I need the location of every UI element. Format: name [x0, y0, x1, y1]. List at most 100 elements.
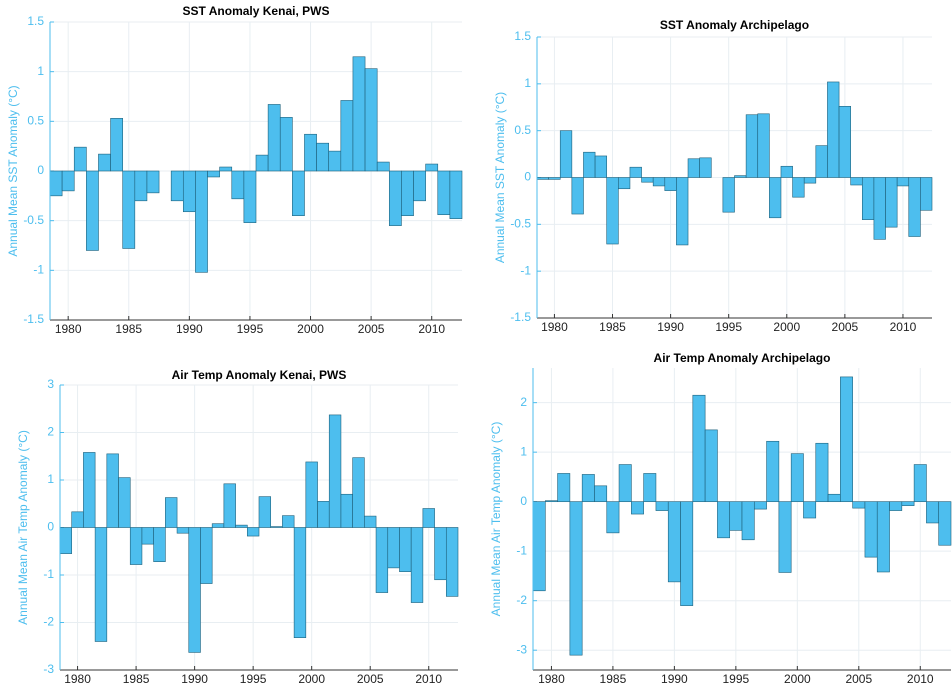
bar	[200, 527, 213, 584]
bar	[827, 493, 841, 502]
bar	[778, 501, 792, 573]
y-tick-label: -0.5	[23, 213, 44, 227]
bar	[146, 170, 160, 194]
bar	[434, 527, 447, 581]
x-tick-label: 1995	[723, 672, 750, 686]
y-axis-label: Annual Mean SST Anomaly (°C)	[493, 92, 507, 263]
bar	[938, 501, 952, 546]
y-tick-label: -1	[520, 263, 531, 277]
x-tick-label: 1990	[181, 672, 208, 686]
x-tick-label: 1995	[240, 672, 267, 686]
bar	[889, 501, 903, 511]
x-tick-label: 2000	[784, 672, 811, 686]
bar	[815, 145, 828, 178]
y-tick-label: 0	[520, 494, 527, 508]
bar	[852, 501, 866, 509]
chart-title: Air Temp Anomaly Archipelago	[654, 351, 831, 365]
bar	[255, 154, 269, 172]
x-tick-label: 2005	[358, 322, 385, 336]
bar	[387, 527, 400, 569]
bar	[618, 177, 631, 190]
bar	[153, 527, 166, 563]
bar	[83, 452, 96, 528]
bar	[885, 177, 898, 228]
bar	[753, 501, 767, 510]
bar	[282, 515, 295, 528]
bar	[606, 177, 619, 245]
x-tick-label: 1990	[661, 672, 688, 686]
x-tick-label: 1985	[599, 320, 626, 334]
y-tick-label: 0.5	[27, 114, 44, 128]
y-tick-label: 1	[524, 76, 531, 90]
bar	[766, 440, 780, 502]
bar	[425, 163, 439, 172]
bar	[557, 473, 571, 502]
bar	[401, 170, 414, 217]
bar	[873, 177, 886, 240]
bar	[569, 501, 583, 656]
bar	[544, 500, 558, 502]
bar	[687, 158, 700, 178]
y-tick-label: -1.5	[510, 310, 531, 324]
bar	[410, 527, 424, 603]
bar	[901, 501, 915, 506]
bar	[305, 461, 318, 528]
bar	[876, 501, 890, 573]
bar	[606, 501, 620, 534]
bar	[548, 177, 561, 180]
bar	[61, 170, 75, 192]
y-tick-label: -1	[516, 543, 527, 557]
y-tick-label: -1.5	[23, 312, 44, 326]
x-tick-label: 1995	[715, 320, 742, 334]
bar	[680, 501, 694, 606]
x-tick-label: 1990	[657, 320, 684, 334]
x-tick-label: 2000	[773, 320, 800, 334]
bar	[896, 177, 910, 187]
x-tick-label: 1995	[237, 322, 264, 336]
x-tick-label: 2005	[845, 672, 872, 686]
y-tick-label: 0	[37, 163, 44, 177]
chart-title: SST Anomaly Kenai, PWS	[183, 4, 330, 18]
x-tick-label: 2005	[832, 320, 859, 334]
bar	[352, 56, 366, 172]
bar	[364, 68, 378, 172]
bar	[267, 104, 281, 172]
bar	[717, 501, 731, 539]
bar	[376, 161, 390, 172]
bar	[98, 153, 111, 172]
bar	[246, 527, 260, 537]
bar	[118, 477, 131, 528]
bar	[741, 501, 755, 541]
bar	[920, 177, 933, 211]
bar	[165, 497, 178, 528]
bar	[258, 496, 272, 528]
bar	[86, 170, 99, 251]
x-tick-label: 2010	[415, 672, 442, 686]
bar	[780, 165, 793, 178]
bar	[722, 177, 735, 213]
bar	[352, 457, 365, 528]
bar	[734, 175, 747, 178]
bar	[559, 130, 573, 178]
bar	[629, 166, 642, 178]
bar	[571, 177, 584, 215]
bar	[316, 142, 330, 172]
bar	[861, 177, 875, 220]
bar	[134, 170, 148, 202]
bar	[170, 170, 184, 202]
bar	[304, 133, 317, 172]
x-tick-label: 2000	[297, 322, 324, 336]
bar	[908, 177, 921, 237]
bar	[279, 117, 293, 172]
bar	[594, 485, 608, 502]
bar	[704, 429, 718, 502]
bar	[655, 501, 669, 511]
x-tick-label: 2010	[890, 320, 917, 334]
y-axis-label: Annual Mean SST Anomaly (°C)	[6, 85, 20, 256]
bar	[293, 527, 307, 638]
bar	[188, 527, 201, 653]
y-tick-label: 1	[520, 444, 527, 458]
bar	[641, 177, 654, 183]
bar	[141, 527, 154, 545]
x-tick-label: 2010	[418, 322, 445, 336]
